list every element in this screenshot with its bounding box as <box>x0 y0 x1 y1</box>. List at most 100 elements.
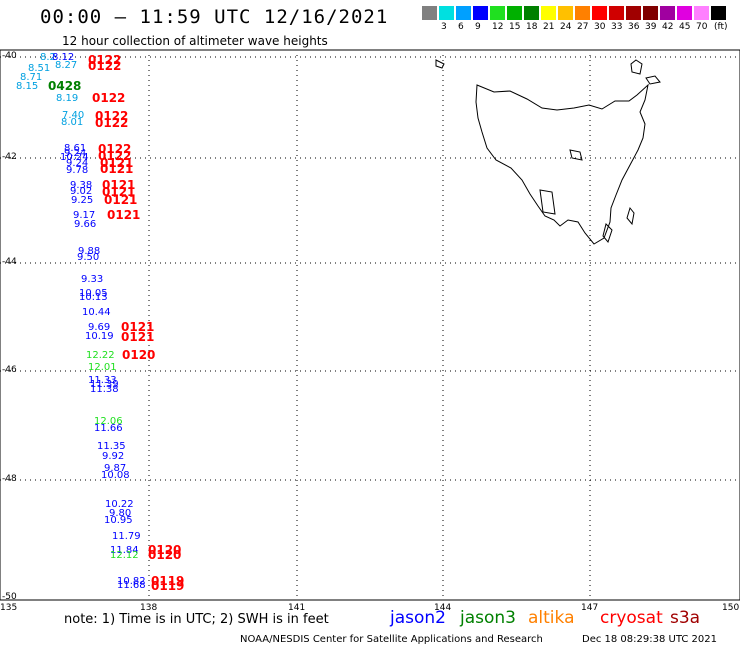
wave-height-value: 10.44 <box>82 307 111 318</box>
scale-label: 45 <box>679 22 691 32</box>
wave-height-value: 9.24 <box>66 158 88 169</box>
satellite-label: jason2 <box>390 608 446 628</box>
pass-time-label: 0122 <box>88 59 121 73</box>
pass-time-label: 0120 <box>148 543 181 557</box>
scale-label: 3 <box>441 22 447 32</box>
wave-height-value: 10.08 <box>101 470 130 481</box>
pass-time-label: 0122 <box>88 53 121 67</box>
wave-height-value: 8.2 <box>40 52 56 63</box>
scale-swatch <box>643 6 658 20</box>
scale-swatch <box>524 6 539 20</box>
scale-label: 9 <box>475 22 481 32</box>
scale-swatch <box>694 6 709 20</box>
longitude-label: 150 <box>722 603 740 613</box>
longitude-label: 135 <box>0 603 18 613</box>
latitude-label: -44 <box>2 257 17 267</box>
wave-height-value: 9.69 <box>88 322 110 333</box>
scale-swatch <box>677 6 692 20</box>
satellite-label: jason3 <box>460 608 516 628</box>
pass-time-label: 0122 <box>98 149 131 163</box>
scale-swatch <box>711 6 726 20</box>
wave-height-value: 9.02 <box>70 186 92 197</box>
wave-height-value: 8.27 <box>55 60 77 71</box>
wave-height-value: 9.92 <box>102 451 124 462</box>
scale-unit: (ft) <box>714 22 728 32</box>
wave-height-value: 10.13 <box>79 292 108 303</box>
lake-great <box>569 149 583 161</box>
map-title: 00:00 – 11:59 UTC 12/16/2021 <box>40 6 389 28</box>
wave-height-value: 10.19 <box>85 331 114 342</box>
longitude-label: 144 <box>434 603 452 613</box>
map-frame <box>0 49 740 601</box>
latitude-label: -42 <box>2 152 17 162</box>
wave-height-value: 8.01 <box>61 117 83 128</box>
pass-time-label: 0121 <box>121 320 154 334</box>
maria-island <box>626 206 635 226</box>
latitude-label: -48 <box>2 474 17 484</box>
pass-time-label: 0122 <box>95 116 128 130</box>
satellite-label: altika <box>528 608 575 628</box>
wave-height-value: 8.51 <box>28 63 50 74</box>
scale-swatch <box>575 6 590 20</box>
scale-swatch <box>473 6 488 20</box>
wave-height-value: 11.35 <box>97 441 126 452</box>
wave-height-value: 10.82 <box>117 576 146 587</box>
pass-time-label: 0121 <box>102 185 135 199</box>
wave-height-value: 10.24 <box>60 152 89 163</box>
wave-height-value: 9.87 <box>104 463 126 474</box>
lake-gordon <box>539 189 556 215</box>
wave-height-value: 9.33 <box>81 274 103 285</box>
scale-label: 33 <box>611 22 623 32</box>
scale-label: 39 <box>645 22 657 32</box>
scale-label: 6 <box>458 22 464 32</box>
longitude-label: 138 <box>140 603 158 613</box>
pass-time-label: 0121 <box>100 156 133 170</box>
pass-time-label: 0121 <box>102 178 135 192</box>
scale-swatch <box>456 6 471 20</box>
wave-height-value: 10.22 <box>105 499 134 510</box>
latitude-label: -50 <box>2 592 17 602</box>
wave-height-value: 9.66 <box>74 219 96 230</box>
scale-label: 36 <box>628 22 640 32</box>
scale-swatch <box>541 6 556 20</box>
wave-height-value: 12.12 <box>110 550 139 561</box>
footer-note: note: 1) Time is in UTC; 2) SWH is in fe… <box>64 612 329 627</box>
scale-swatch <box>422 6 437 20</box>
scale-swatch <box>507 6 522 20</box>
scale-label: 21 <box>543 22 555 32</box>
pass-time-label: 0120 <box>148 548 181 562</box>
scale-swatch <box>609 6 624 20</box>
wave-height-value: 9.78 <box>66 165 88 176</box>
wave-height-value: 8.71 <box>20 72 42 83</box>
scale-label: 42 <box>662 22 674 32</box>
longitude-label: 141 <box>288 603 306 613</box>
wave-height-value: 11.33 <box>88 375 117 386</box>
wave-height-value: 8.19 <box>56 93 78 104</box>
scale-swatch <box>490 6 505 20</box>
footer-timestamp: Dec 18 08:29:38 UTC 2021 <box>582 634 717 645</box>
wave-height-value: 11.39 <box>90 379 119 390</box>
pass-time-label: 0122 <box>92 91 125 105</box>
scale-swatch <box>660 6 675 20</box>
wave-height-value: 10.95 <box>104 515 133 526</box>
pass-time-label: 0122 <box>98 142 131 156</box>
latitude-label: -40 <box>2 51 17 61</box>
scale-label: 12 <box>492 22 504 32</box>
scale-swatch <box>558 6 573 20</box>
pass-time-label: 0119 <box>151 579 184 593</box>
scale-label: 24 <box>560 22 572 32</box>
pass-time-label: 0428 <box>48 79 81 93</box>
cape-barren-island <box>645 75 661 85</box>
pass-time-label: 0119 <box>151 574 184 588</box>
wave-height-value: 9.38 <box>70 180 92 191</box>
wave-height-value: 12.01 <box>88 362 117 373</box>
pass-time-label: 0121 <box>107 208 140 222</box>
wave-height-value: 11.84 <box>110 545 139 556</box>
wave-height-value: 11.66 <box>94 423 123 434</box>
observation-layer: 8.28.128.278.518.718.158.197.408.018.619… <box>16 52 184 593</box>
scale-label: 70 <box>696 22 708 32</box>
pass-time-label: 0122 <box>95 109 128 123</box>
wave-height-value: 9.88 <box>78 246 100 257</box>
scale-label: 18 <box>526 22 538 32</box>
